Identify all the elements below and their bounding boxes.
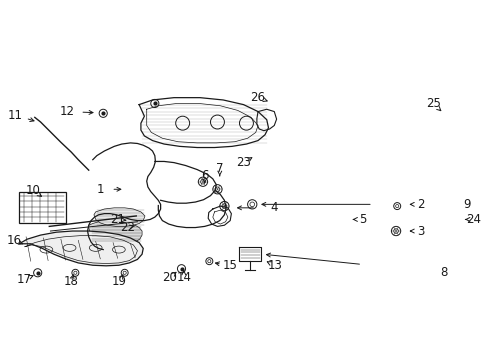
Text: 6: 6 (201, 169, 208, 182)
Text: 1: 1 (97, 183, 104, 196)
Text: 23: 23 (236, 156, 251, 169)
Text: 21: 21 (110, 213, 125, 226)
Text: 14: 14 (176, 271, 191, 284)
Text: 8: 8 (440, 266, 447, 279)
Text: 22: 22 (120, 221, 135, 234)
Polygon shape (94, 208, 145, 226)
Text: 25: 25 (426, 97, 441, 110)
Polygon shape (89, 221, 142, 245)
Text: 19: 19 (111, 275, 126, 288)
Text: 26: 26 (250, 91, 266, 104)
Text: 5: 5 (359, 213, 366, 226)
Text: 9: 9 (463, 198, 470, 211)
Text: 17: 17 (16, 273, 31, 286)
Text: 13: 13 (268, 259, 283, 272)
Text: 7: 7 (216, 162, 223, 175)
Text: 12: 12 (59, 105, 74, 118)
Text: 10: 10 (25, 184, 41, 197)
Text: 2: 2 (416, 198, 424, 211)
Bar (19, 192, 66, 224)
Text: 18: 18 (64, 275, 79, 288)
Text: 20: 20 (163, 271, 177, 284)
Text: 16: 16 (7, 234, 22, 247)
Text: 4: 4 (270, 201, 278, 214)
Polygon shape (19, 231, 143, 266)
Text: 11: 11 (8, 109, 23, 122)
Text: 3: 3 (416, 225, 424, 238)
Text: 24: 24 (466, 213, 481, 226)
Text: 15: 15 (223, 259, 238, 272)
